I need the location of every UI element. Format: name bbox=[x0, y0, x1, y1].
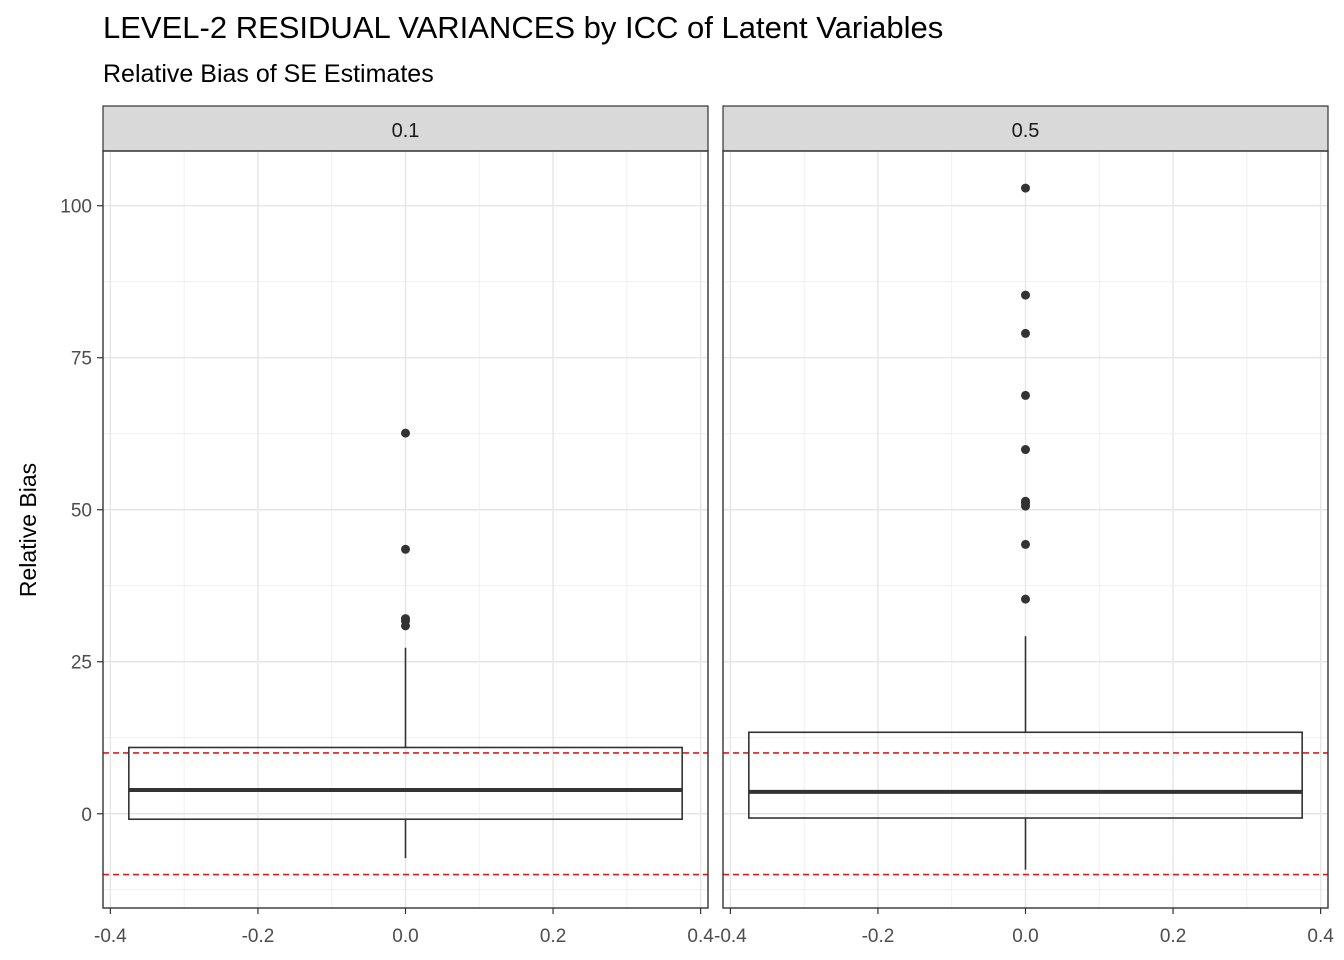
facet-panel-0.5: 0.5 -0.4 -0.2 0.0 0.2 0.4 bbox=[714, 105, 1334, 947]
chart-subtitle: Relative Bias of SE Estimates bbox=[103, 60, 434, 88]
outlier-point bbox=[401, 428, 410, 438]
x-tick-label: -0.4 bbox=[714, 926, 747, 947]
chart-title: LEVEL-2 RESIDUAL VARIANCES by ICC of Lat… bbox=[103, 10, 944, 45]
outlier-point bbox=[1021, 183, 1030, 193]
outlier-point bbox=[1021, 445, 1030, 455]
y-tick-label: 50 bbox=[71, 501, 92, 522]
outlier-point bbox=[401, 544, 410, 554]
y-tick-label: 25 bbox=[71, 653, 92, 674]
x-tick-label: -0.2 bbox=[862, 926, 895, 947]
x-tick-label: 0.4 bbox=[687, 926, 714, 947]
outlier-point bbox=[1021, 290, 1030, 300]
facet-strip bbox=[722, 105, 1329, 152]
x-tick-label: 0.0 bbox=[392, 926, 418, 947]
y-axis-label: Relative Bias bbox=[15, 463, 41, 597]
box-iqr bbox=[748, 731, 1303, 819]
outlier-point bbox=[1021, 594, 1030, 604]
x-tick-label: 0.4 bbox=[1307, 926, 1334, 947]
y-tick-label: 0 bbox=[81, 805, 92, 826]
x-tick-label: 0.2 bbox=[1160, 926, 1186, 947]
y-tick-label: 100 bbox=[60, 197, 92, 218]
x-tick-label: 0.2 bbox=[540, 926, 566, 947]
outlier-point bbox=[1021, 390, 1030, 400]
box-iqr bbox=[128, 746, 683, 821]
outlier-point bbox=[1021, 328, 1030, 338]
outlier-point bbox=[1021, 496, 1030, 506]
x-tick-label: 0.0 bbox=[1012, 926, 1038, 947]
y-tick-label: 75 bbox=[71, 349, 92, 370]
outlier-point bbox=[401, 614, 410, 624]
facet-strip-label: 0.5 bbox=[1012, 120, 1040, 142]
x-tick-label: -0.4 bbox=[94, 926, 127, 947]
facet-strip-label: 0.1 bbox=[392, 120, 420, 142]
facet-panel-0.1: 0.1 -0.4 -0.2 0.0 0.2 0.4 bbox=[94, 105, 714, 947]
outlier-point bbox=[1021, 539, 1030, 549]
x-tick-label: -0.2 bbox=[242, 926, 275, 947]
